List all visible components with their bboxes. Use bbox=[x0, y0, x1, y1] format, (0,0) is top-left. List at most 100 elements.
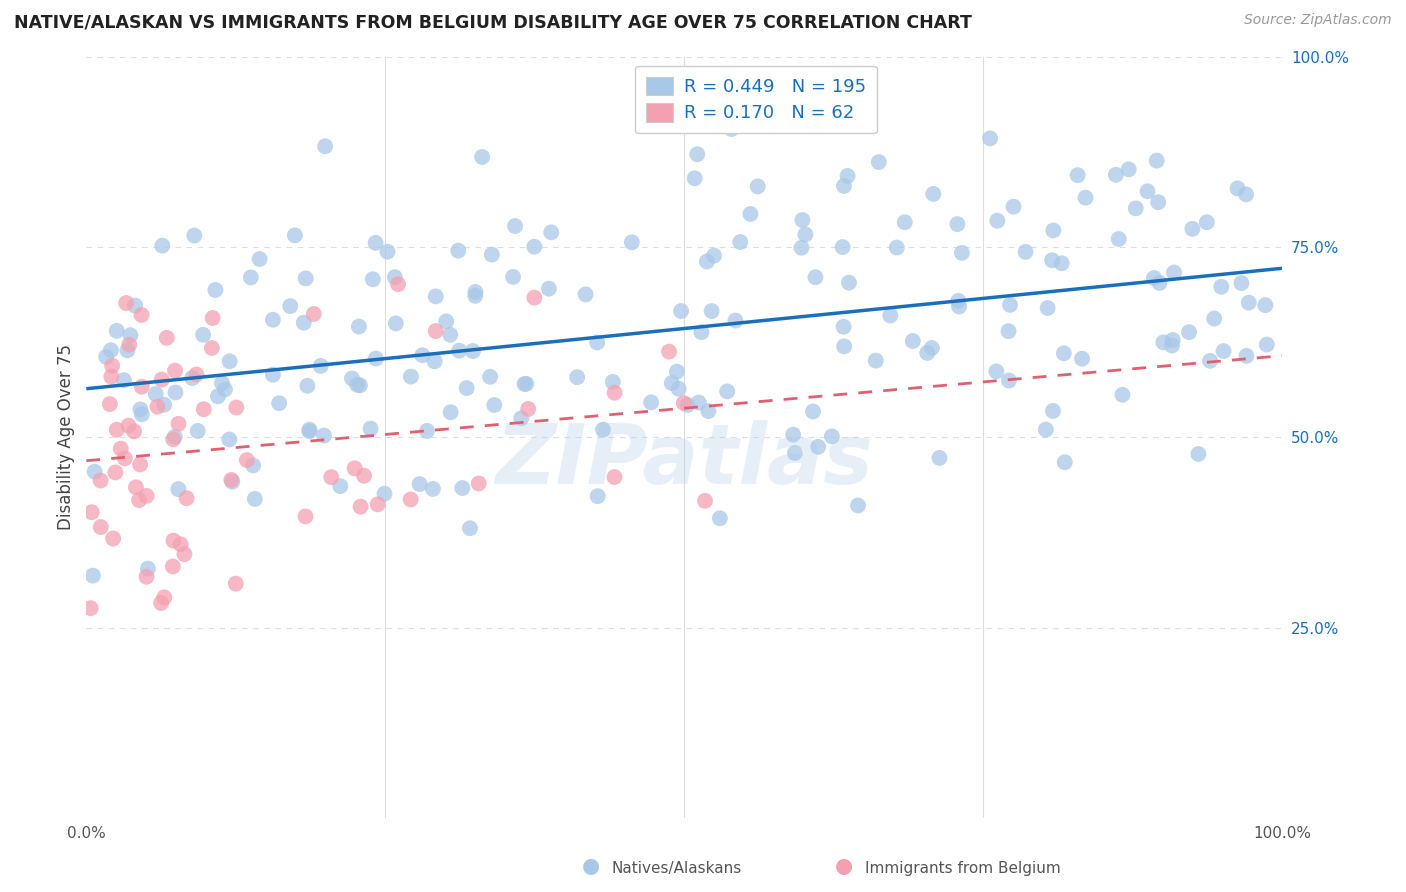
Point bbox=[449, 343, 471, 358]
Point bbox=[447, 244, 470, 258]
Point bbox=[669, 304, 692, 318]
Point bbox=[187, 424, 209, 438]
Point bbox=[879, 309, 901, 323]
Point bbox=[128, 493, 150, 508]
Point bbox=[502, 269, 524, 284]
Point bbox=[503, 219, 526, 233]
Point bbox=[1256, 337, 1278, 351]
Text: NATIVE/ALASKAN VS IMMIGRANTS FROM BELGIUM DISABILITY AGE OVER 75 CORRELATION CHA: NATIVE/ALASKAN VS IMMIGRANTS FROM BELGIU… bbox=[14, 13, 972, 31]
Point bbox=[135, 570, 157, 584]
Point bbox=[377, 244, 399, 259]
Point bbox=[425, 324, 447, 338]
Point bbox=[117, 418, 139, 433]
Point bbox=[574, 287, 596, 301]
Point bbox=[225, 576, 247, 591]
Point bbox=[661, 376, 683, 390]
Point bbox=[1066, 168, 1088, 182]
Point bbox=[693, 494, 716, 508]
Point bbox=[167, 417, 190, 431]
Point bbox=[1040, 253, 1063, 268]
Point bbox=[207, 389, 229, 403]
Point bbox=[730, 235, 752, 249]
Point bbox=[90, 520, 112, 534]
Point bbox=[461, 344, 484, 359]
Point bbox=[124, 299, 146, 313]
Point bbox=[312, 428, 335, 442]
Point bbox=[1161, 333, 1184, 347]
Point bbox=[101, 359, 124, 373]
Point bbox=[997, 324, 1019, 338]
Point bbox=[105, 324, 128, 338]
Point bbox=[90, 474, 112, 488]
Point bbox=[115, 296, 138, 310]
Point bbox=[1143, 271, 1166, 285]
Point bbox=[221, 473, 243, 487]
Point bbox=[950, 245, 973, 260]
Point bbox=[163, 430, 186, 444]
Point bbox=[1178, 325, 1201, 339]
Point bbox=[1105, 168, 1128, 182]
Point bbox=[683, 171, 706, 186]
Point bbox=[211, 376, 233, 390]
Point bbox=[1212, 344, 1234, 359]
Point bbox=[346, 377, 368, 392]
Point bbox=[297, 378, 319, 392]
Point bbox=[1111, 388, 1133, 402]
Point bbox=[928, 450, 950, 465]
Point bbox=[150, 373, 173, 387]
Point bbox=[422, 482, 444, 496]
Point bbox=[214, 383, 236, 397]
Point bbox=[451, 481, 474, 495]
Point bbox=[94, 350, 117, 364]
Point bbox=[948, 293, 970, 308]
Point bbox=[1230, 276, 1253, 290]
Point bbox=[236, 453, 259, 467]
Point bbox=[321, 470, 343, 484]
Point bbox=[83, 465, 105, 479]
Point bbox=[792, 213, 814, 227]
Point bbox=[343, 461, 366, 475]
Point bbox=[479, 369, 502, 384]
Point bbox=[101, 532, 124, 546]
Legend: R = 0.449   N = 195, R = 0.170   N = 62: R = 0.449 N = 195, R = 0.170 N = 62 bbox=[636, 66, 877, 133]
Point bbox=[278, 299, 301, 313]
Point bbox=[399, 492, 422, 507]
Point bbox=[672, 396, 695, 410]
Point bbox=[1125, 202, 1147, 216]
Point bbox=[340, 371, 363, 385]
Point bbox=[298, 423, 321, 437]
Point bbox=[1195, 215, 1218, 229]
Point bbox=[80, 505, 103, 519]
Text: ZIPatlas: ZIPatlas bbox=[495, 419, 873, 500]
Point bbox=[467, 476, 489, 491]
Point bbox=[384, 270, 406, 285]
Point bbox=[239, 270, 262, 285]
Point bbox=[821, 429, 844, 443]
Point bbox=[720, 122, 742, 136]
Point bbox=[686, 147, 709, 161]
Point bbox=[411, 348, 433, 362]
Point bbox=[249, 252, 271, 266]
Point bbox=[193, 402, 215, 417]
Point bbox=[314, 139, 336, 153]
Point bbox=[153, 398, 176, 412]
Point bbox=[517, 402, 540, 417]
Point bbox=[1053, 346, 1076, 360]
Point bbox=[186, 368, 208, 382]
Point bbox=[262, 368, 284, 382]
Point bbox=[658, 344, 681, 359]
Point bbox=[464, 289, 486, 303]
Point bbox=[100, 369, 122, 384]
Point bbox=[104, 466, 127, 480]
Point bbox=[191, 327, 214, 342]
Point bbox=[1237, 295, 1260, 310]
Point bbox=[347, 319, 370, 334]
Point bbox=[162, 432, 184, 446]
Point bbox=[167, 482, 190, 496]
Point bbox=[868, 155, 890, 169]
Point bbox=[603, 385, 626, 400]
Point bbox=[349, 378, 371, 392]
Point bbox=[135, 489, 157, 503]
Point bbox=[120, 328, 142, 343]
Point bbox=[1204, 311, 1226, 326]
